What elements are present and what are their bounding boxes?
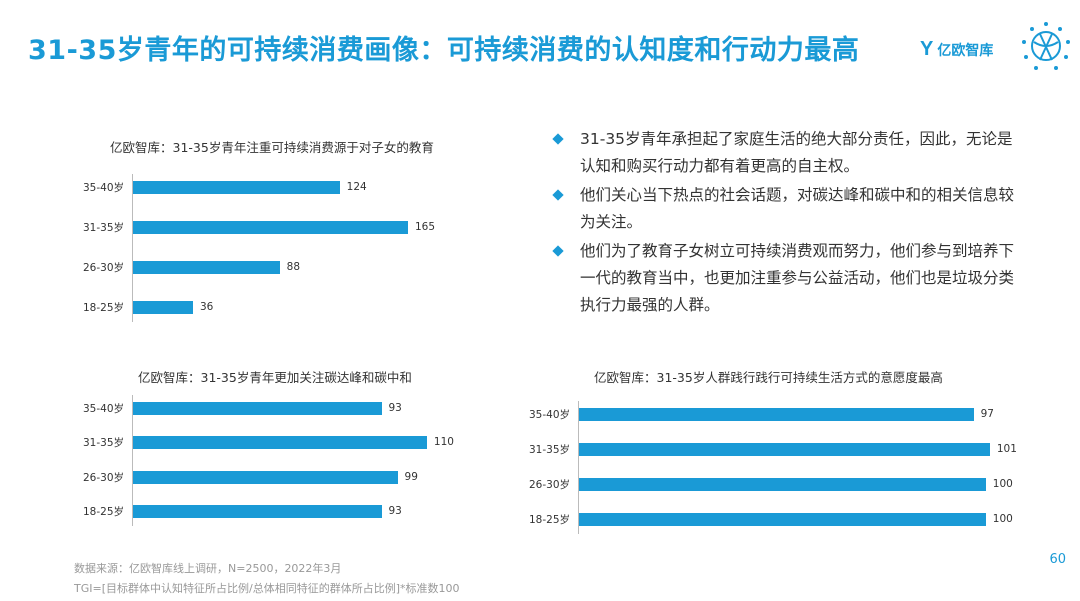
page-number: 60 [1049, 552, 1066, 567]
category-label: 18-25岁 [82, 302, 124, 314]
bar [133, 402, 382, 415]
data-label: 101 [996, 443, 1017, 455]
bullet-item: 他们为了教育子女树立可持续消费观而努力，他们参与到培养下一代的教育当中，也更加注… [552, 238, 1022, 319]
logo-mark: Y [920, 38, 934, 60]
bar [579, 408, 974, 421]
category-label: 26-30岁 [82, 472, 124, 484]
data-label: 88 [286, 261, 301, 273]
data-label: 100 [992, 513, 1013, 525]
bar [133, 261, 280, 274]
diamond-icon [552, 133, 564, 145]
bar [579, 513, 986, 526]
chart-title: 亿欧智库：31-35岁青年更加关注碳达峰和碳中和 [138, 370, 412, 385]
globe-badge-icon [1022, 22, 1070, 70]
category-label: 35-40岁 [82, 403, 124, 415]
diamond-icon [552, 245, 564, 257]
data-label: 100 [992, 478, 1013, 490]
diamond-icon [552, 189, 564, 201]
bullet-text: 31-35岁青年承担起了家庭生活的绝大部分责任，因此，无论是认知和购买行动力都有… [580, 130, 1013, 175]
bullet-item: 31-35岁青年承担起了家庭生活的绝大部分责任，因此，无论是认知和购买行动力都有… [552, 126, 1022, 180]
bullet-list: 31-35岁青年承担起了家庭生活的绝大部分责任，因此，无论是认知和购买行动力都有… [552, 126, 1022, 321]
data-label: 97 [980, 408, 994, 420]
category-label: 31-35岁 [82, 437, 124, 449]
page-title: 31-35岁青年的可持续消费画像：可持续消费的认知度和行动力最高 [28, 35, 860, 66]
chart-title: 亿欧智库：31-35岁青年注重可持续消费源于对子女的教育 [110, 140, 434, 155]
bar [133, 436, 427, 449]
chart-axis [132, 395, 133, 526]
bar [133, 301, 193, 314]
bar [579, 478, 986, 491]
data-label: 165 [415, 221, 436, 233]
logo-text: 亿欧智库 [937, 42, 994, 59]
bar [133, 221, 408, 234]
bar [579, 443, 990, 456]
chart-axis [132, 174, 133, 322]
category-label: 35-40岁 [528, 409, 570, 421]
bar [133, 471, 398, 484]
chart-title: 亿欧智库：31-35岁人群践行践行可持续生活方式的意愿度最高 [594, 370, 943, 385]
category-label: 26-30岁 [82, 262, 124, 274]
category-label: 18-25岁 [528, 514, 570, 526]
data-label: 99 [404, 471, 418, 483]
footer-note: TGI=[目标群体中认知特征所占比例/总体相同特征的群体所占比例]*标准数100 [74, 582, 460, 595]
footer-source: 数据来源：亿欧智库线上调研，N=2500，2022年3月 [74, 562, 342, 575]
category-label: 18-25岁 [82, 506, 124, 518]
chart-axis [578, 401, 579, 534]
data-label: 36 [200, 301, 214, 313]
category-label: 35-40岁 [82, 182, 124, 194]
data-label: 110 [433, 436, 454, 448]
data-label: 124 [346, 181, 367, 193]
category-label: 31-35岁 [82, 222, 124, 234]
data-label: 93 [388, 402, 402, 414]
category-label: 31-35岁 [528, 444, 570, 456]
data-label: 93 [388, 505, 402, 517]
bullet-item: 他们关心当下热点的社会话题，对碳达峰和碳中和的相关信息较为关注。 [552, 182, 1022, 236]
bullet-text: 他们关心当下热点的社会话题，对碳达峰和碳中和的相关信息较为关注。 [580, 186, 1015, 231]
bar [133, 505, 382, 518]
category-label: 26-30岁 [528, 479, 570, 491]
bar [133, 181, 340, 194]
bullet-text: 他们为了教育子女树立可持续消费观而努力，他们参与到培养下一代的教育当中，也更加注… [580, 242, 1015, 314]
brand-logo: Y 亿欧智库 [920, 38, 993, 61]
